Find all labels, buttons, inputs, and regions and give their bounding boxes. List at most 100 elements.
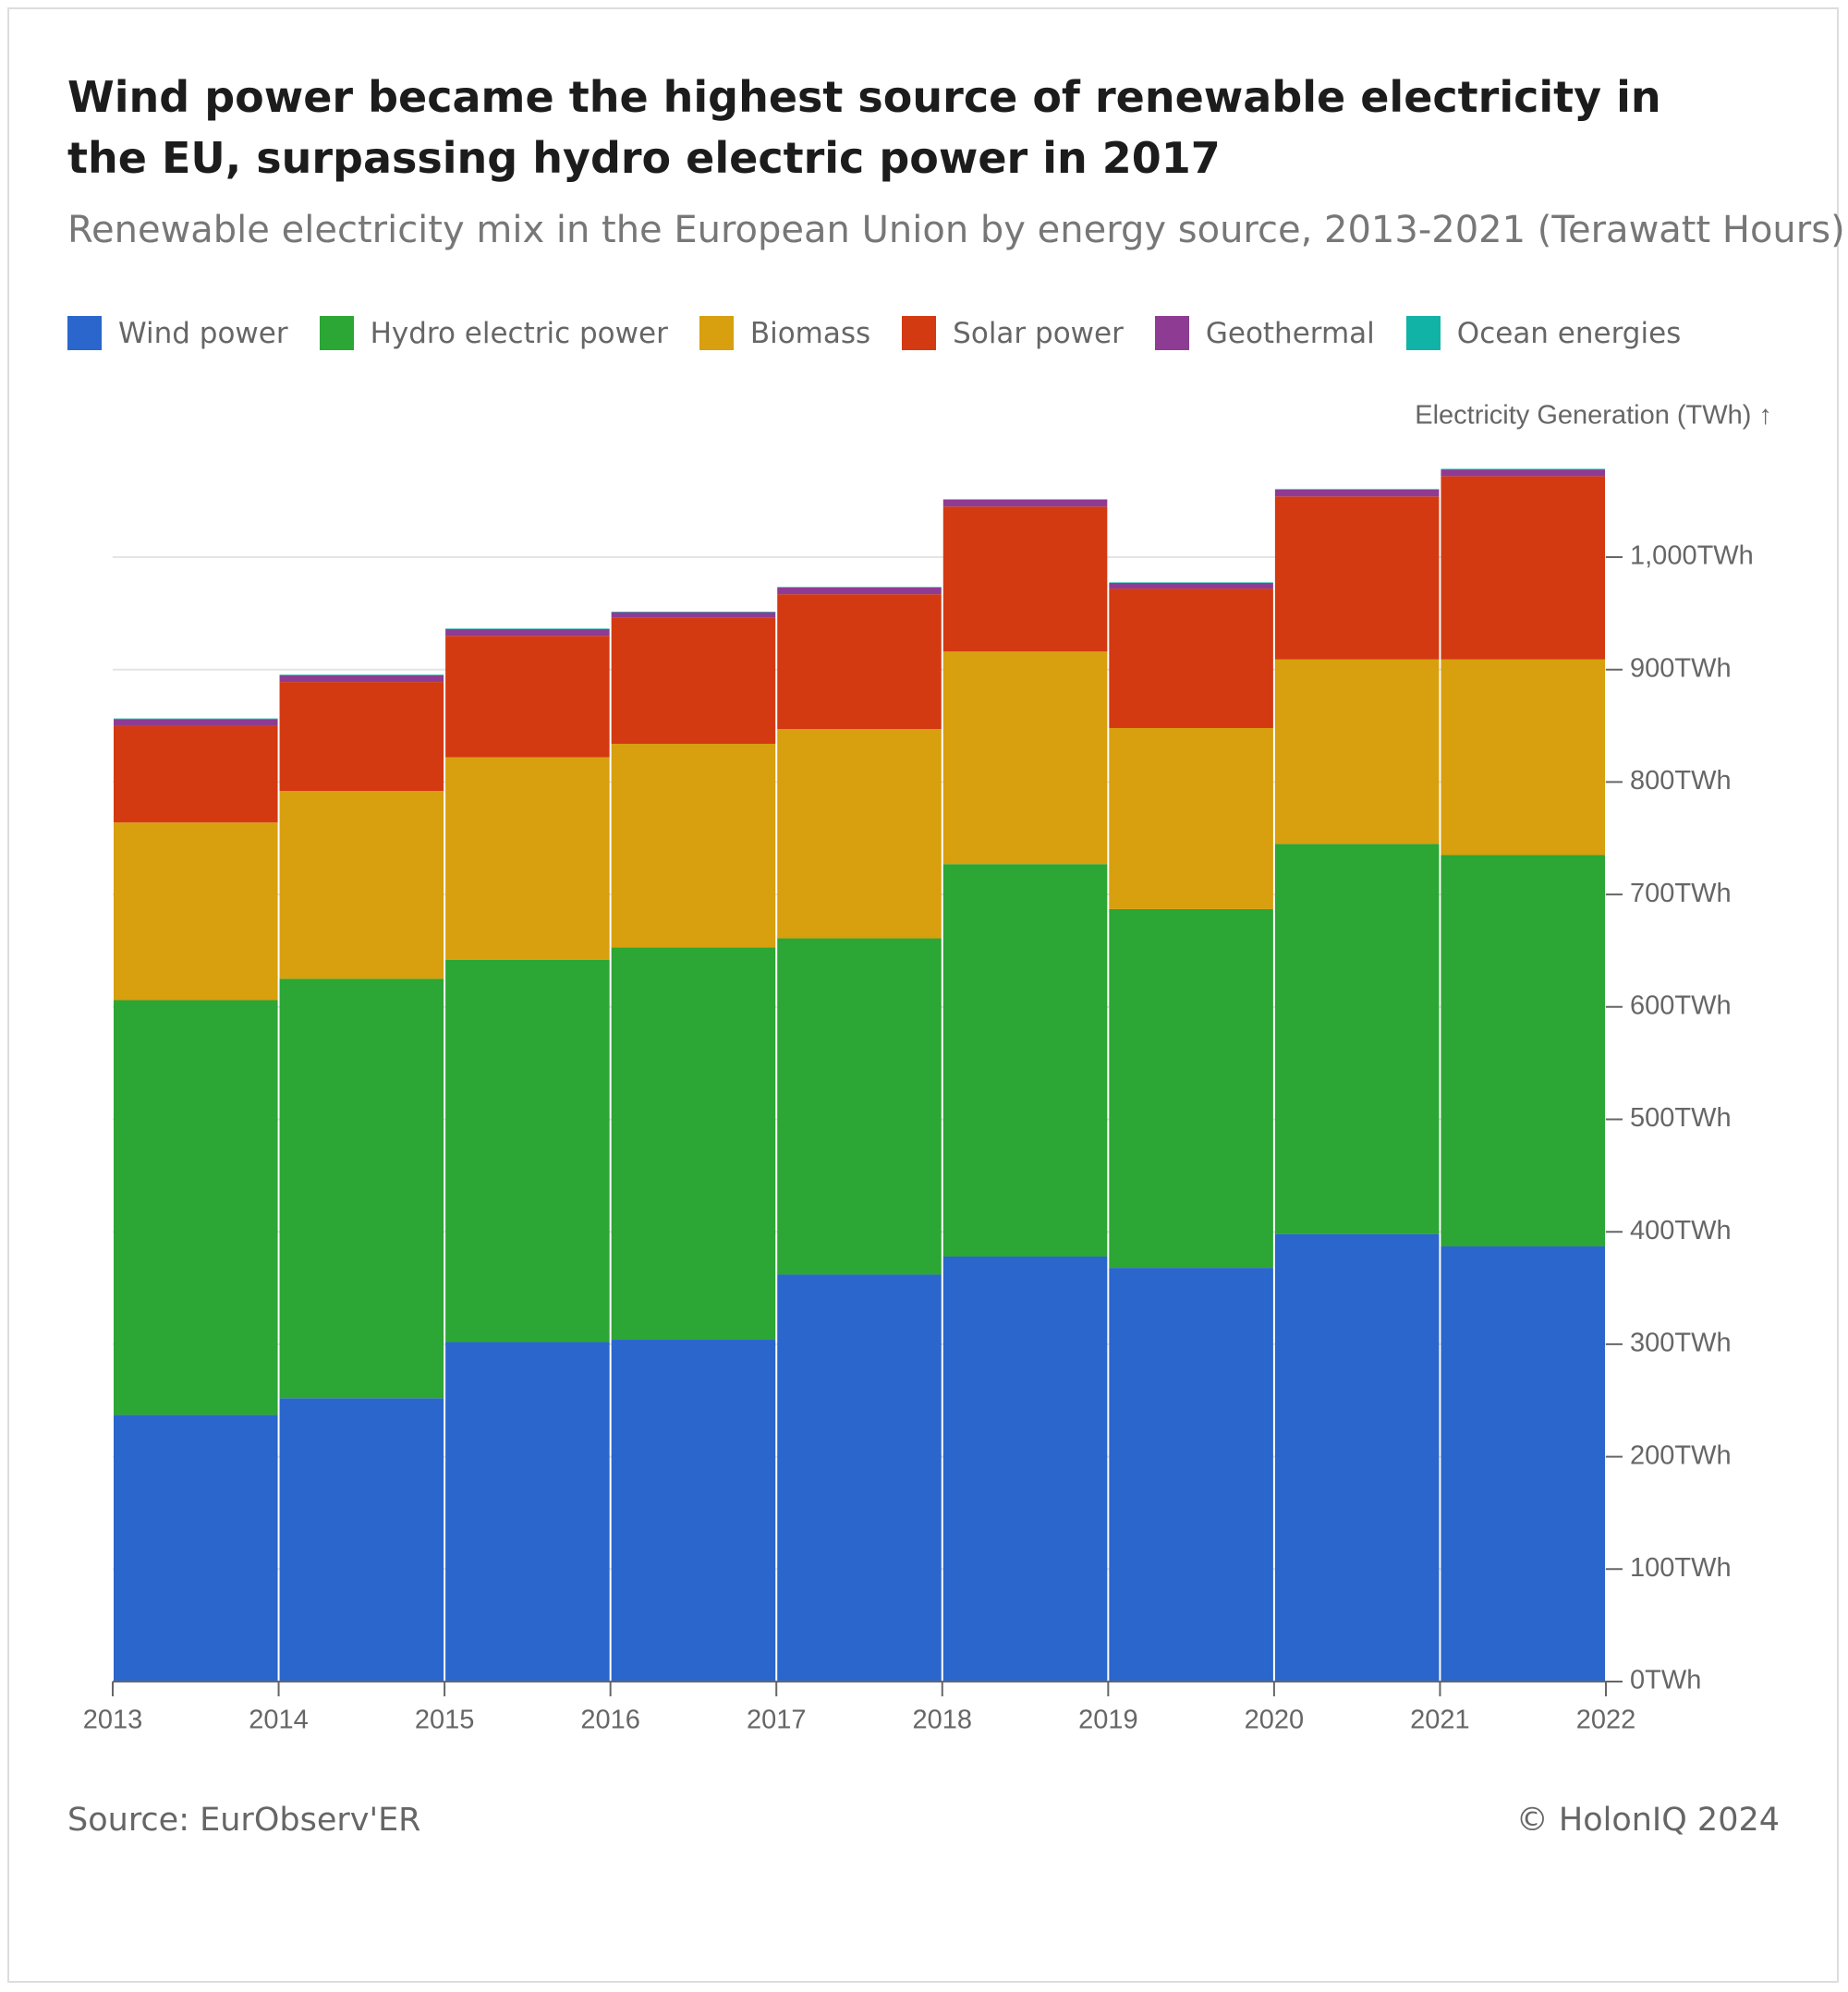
bar-segment bbox=[1109, 908, 1273, 1269]
legend-item: Solar power bbox=[902, 316, 1124, 350]
legend-label: Hydro electric power bbox=[370, 316, 668, 350]
bar-segment bbox=[942, 506, 1108, 652]
bar-segment bbox=[279, 674, 444, 675]
legend-label: Solar power bbox=[953, 316, 1124, 350]
y-axis-label: Electricity Generation (TWh) ↑ bbox=[1415, 401, 1772, 431]
chart-subtitle: Renewable electricity mix in the Europea… bbox=[67, 209, 1845, 251]
bar-segment bbox=[1274, 1233, 1440, 1682]
x-tick-label: 2022 bbox=[1576, 1706, 1636, 1735]
bar-segment bbox=[279, 674, 444, 683]
legend-swatch bbox=[319, 316, 354, 350]
bar-segment bbox=[445, 628, 610, 629]
bar-segment bbox=[942, 651, 1108, 865]
bar-segment bbox=[611, 612, 776, 613]
legend-item: Wind power bbox=[67, 316, 288, 350]
chart-title: Wind power became the highest source of … bbox=[67, 72, 1661, 183]
bar-segment bbox=[279, 791, 444, 979]
bar-segment bbox=[942, 864, 1108, 1257]
legend-label: Ocean energies bbox=[1456, 316, 1682, 350]
bar-segment bbox=[114, 1415, 278, 1682]
bar-segment bbox=[445, 628, 610, 637]
legend-swatch bbox=[699, 316, 734, 350]
legend-swatch bbox=[902, 316, 937, 350]
bar-segment bbox=[1441, 469, 1605, 477]
bar-segment bbox=[114, 719, 278, 726]
x-tick-label: 2015 bbox=[415, 1706, 475, 1735]
y-tick-label: 600TWh bbox=[1630, 990, 1732, 1020]
bar-segment bbox=[1441, 476, 1605, 660]
legend-item: Geothermal bbox=[1154, 316, 1375, 350]
y-tick-label: 100TWh bbox=[1630, 1553, 1732, 1583]
bar-segment bbox=[1441, 1246, 1605, 1682]
y-tick-label: 700TWh bbox=[1630, 879, 1732, 908]
x-tick-label: 2021 bbox=[1410, 1706, 1470, 1735]
bar-segment bbox=[1109, 582, 1273, 583]
x-tick-label: 2014 bbox=[249, 1706, 309, 1735]
x-tick-label: 2018 bbox=[913, 1706, 973, 1735]
bar-segment bbox=[942, 1256, 1108, 1682]
y-tick-label: 1,000TWh bbox=[1630, 541, 1754, 571]
bar-segment bbox=[114, 725, 278, 823]
legend-label: Geothermal bbox=[1205, 316, 1375, 350]
y-tick-label: 900TWh bbox=[1630, 653, 1732, 683]
frame bbox=[7, 7, 1839, 1983]
bar-segment bbox=[611, 744, 776, 948]
bar-segment bbox=[114, 822, 278, 1001]
bar-segment bbox=[777, 729, 942, 939]
bar-segment bbox=[611, 1340, 776, 1682]
x-tick-label: 2017 bbox=[747, 1706, 807, 1735]
bar-segment bbox=[114, 1000, 278, 1415]
y-tick-label: 300TWh bbox=[1630, 1329, 1732, 1358]
x-tick-label: 2019 bbox=[1078, 1706, 1138, 1735]
bar-segment bbox=[1274, 844, 1440, 1234]
bar-segment bbox=[1441, 468, 1605, 470]
x-tick-label: 2016 bbox=[580, 1706, 640, 1735]
y-tick-label: 400TWh bbox=[1630, 1216, 1732, 1245]
legend: Wind power Hydro electric power Biomass Sol… bbox=[67, 316, 1681, 350]
bar-segment bbox=[1441, 659, 1605, 856]
bar-segment bbox=[777, 938, 942, 1275]
x-tick-label: 2013 bbox=[83, 1706, 143, 1735]
bar-segment bbox=[1274, 659, 1440, 844]
bar-segment bbox=[445, 636, 610, 758]
bar-segment bbox=[777, 594, 942, 730]
bar-segment bbox=[1274, 496, 1440, 660]
credit: © HolonIQ 2024 bbox=[1515, 1802, 1780, 1839]
bar-segment bbox=[445, 959, 610, 1342]
y-tick-label: 200TWh bbox=[1630, 1440, 1732, 1470]
bar-segment bbox=[1109, 727, 1273, 909]
bar-segment bbox=[1274, 489, 1440, 490]
bar-segment bbox=[279, 978, 444, 1399]
bar-segment bbox=[1441, 855, 1605, 1247]
bar-segment bbox=[445, 1342, 610, 1682]
bar-segment bbox=[114, 718, 278, 720]
bar-segment bbox=[279, 682, 444, 792]
bar-segment bbox=[279, 1398, 444, 1682]
bar-segment bbox=[1109, 1268, 1273, 1682]
bar-segment bbox=[611, 947, 776, 1341]
bar-segment bbox=[777, 587, 942, 595]
bar-segment bbox=[777, 587, 942, 588]
bar-segment bbox=[1109, 582, 1273, 589]
bar-segment bbox=[1109, 589, 1273, 728]
y-tick-label: 0TWh bbox=[1630, 1666, 1701, 1695]
legend-swatch bbox=[67, 316, 102, 350]
source: Source: EurObserv'ER bbox=[67, 1802, 421, 1839]
bar-segment bbox=[1274, 489, 1440, 497]
legend-item: Hydro electric power bbox=[319, 316, 668, 350]
bar-segment bbox=[942, 499, 1108, 500]
legend-swatch bbox=[1154, 316, 1189, 350]
legend-item: Biomass bbox=[699, 316, 870, 350]
legend-label: Wind power bbox=[118, 316, 288, 350]
bar-segment bbox=[611, 617, 776, 745]
bar-segment bbox=[445, 757, 610, 960]
bar-segment bbox=[942, 499, 1108, 507]
legend-swatch bbox=[1405, 316, 1441, 350]
y-tick-label: 500TWh bbox=[1630, 1103, 1732, 1133]
legend-label: Biomass bbox=[749, 316, 871, 350]
bar-segment bbox=[611, 612, 776, 618]
bar-segment bbox=[777, 1274, 942, 1682]
y-tick-label: 800TWh bbox=[1630, 766, 1732, 796]
